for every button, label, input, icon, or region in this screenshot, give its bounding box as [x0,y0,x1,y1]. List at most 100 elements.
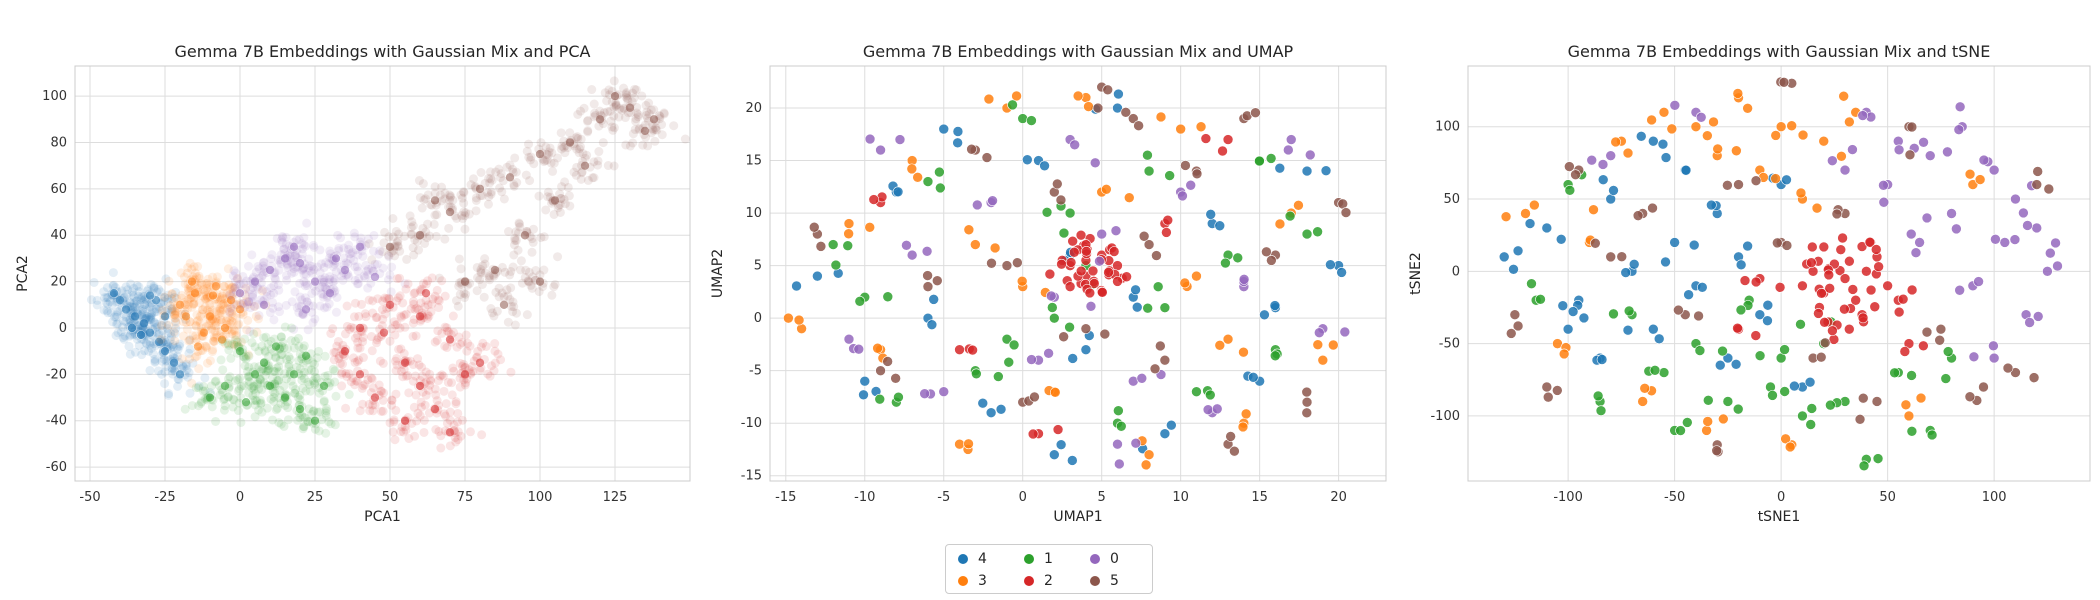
point-4 [149,283,159,293]
point-5 [386,247,396,257]
point-1 [271,341,281,352]
point-0 [1924,150,1936,161]
point-0 [378,263,388,273]
point-4 [126,279,136,289]
point-2 [390,320,400,330]
point-4 [167,366,177,376]
point-1 [294,400,304,410]
point-4 [108,317,118,327]
point-2 [442,418,452,428]
point-5 [520,230,530,241]
point-1 [289,369,299,380]
point-1 [286,366,296,376]
point-4 [101,297,111,307]
point-0 [293,262,303,272]
y-tick-label: 50 [1443,192,1460,207]
point-1 [262,403,272,413]
x-tick-label: -100 [1553,490,1583,505]
point-1 [276,332,286,342]
x-axis-label: UMAP1 [1053,509,1102,525]
point-2 [1861,266,1872,277]
point-1 [321,406,331,416]
point-5 [1673,304,1684,316]
point-3 [180,300,190,310]
point-2 [1865,284,1877,296]
point-2 [374,390,384,400]
series-1 [1526,169,1957,472]
point-0 [1893,144,1905,156]
point-0 [2052,260,2063,272]
point-5 [576,160,586,170]
point-3 [1101,183,1112,195]
point-5 [1127,113,1139,124]
point-5 [1733,179,1744,190]
point-4 [169,357,179,368]
point-5 [380,227,390,237]
point-2 [378,406,388,416]
point-3 [223,313,233,323]
point-2 [954,344,965,355]
point-0 [302,297,312,307]
point-4 [125,298,135,308]
point-2 [440,322,450,332]
point-5 [464,209,474,219]
point-5 [497,187,507,197]
point-4 [92,300,102,310]
point-5 [511,235,521,245]
point-5 [981,152,993,163]
point-2 [363,375,373,385]
point-5 [418,179,428,189]
point-5 [448,195,458,205]
point-5 [499,194,509,204]
point-4 [138,330,148,340]
point-2 [449,426,459,436]
y-tick-label: 40 [50,228,67,243]
point-2 [353,330,363,340]
point-2 [462,374,472,384]
point-4 [178,361,188,371]
point-2 [387,395,397,405]
point-5 [549,158,559,168]
point-1 [287,323,297,333]
point-5 [614,112,624,122]
point-2 [410,288,420,298]
point-5 [611,101,621,111]
point-5 [569,141,579,151]
point-3 [183,300,193,310]
legend-label: 5 [1110,573,1119,589]
point-0 [286,257,296,267]
point-5 [1935,323,1947,335]
point-2 [439,386,449,396]
point-2 [1813,308,1824,319]
point-2 [382,303,392,313]
point-2 [447,378,457,388]
point-5 [631,85,641,95]
x-tick-label: 0 [236,490,244,505]
point-4 [134,340,144,350]
point-1 [1717,345,1728,357]
point-0 [227,291,237,301]
point-3 [185,258,195,268]
point-4 [173,374,183,384]
x-tick-label: -50 [1664,490,1685,505]
point-1 [255,374,265,384]
point-1 [1265,153,1277,164]
point-4 [161,311,171,321]
point-2 [411,331,421,341]
point-1 [295,364,305,374]
point-0 [289,237,299,247]
point-3 [205,309,215,319]
point-3 [183,286,193,296]
point-4 [938,123,950,135]
point-4 [118,294,128,304]
point-1 [253,377,263,387]
point-2 [506,367,516,377]
point-5 [1906,121,1918,133]
point-3 [202,343,212,353]
point-3 [183,304,193,314]
point-4 [137,350,147,360]
point-2 [486,361,496,371]
point-5 [489,271,499,281]
point-5 [508,262,518,272]
point-4 [1635,131,1647,142]
